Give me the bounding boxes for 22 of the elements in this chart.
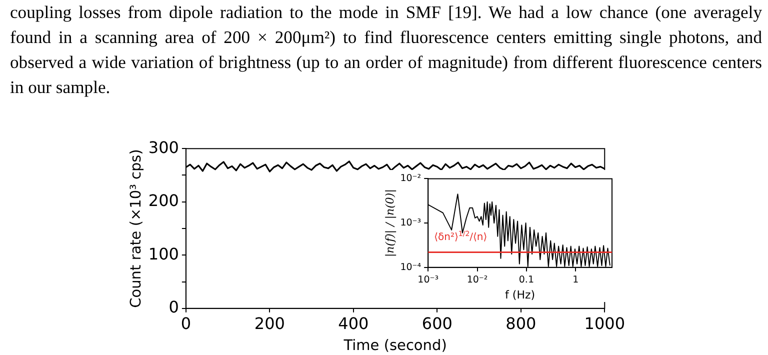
x-tick-label: 0.1 [518, 274, 534, 286]
y-tick-label: 10⁻⁴ [400, 262, 422, 273]
x-axis-title: f (Hz) [505, 288, 536, 302]
y-tick-label: 10⁻³ [400, 218, 422, 229]
x-tick-label: 800 [506, 314, 536, 334]
x-tick-label: 10⁻³ [418, 274, 439, 286]
y-tick-label: 10⁻² [400, 173, 422, 184]
x-axis-title: Time (second) [342, 338, 447, 354]
y-tick-label: 0 [168, 298, 179, 317]
x-tick-label: 1 [572, 274, 579, 286]
y-axis-title: Count rate (×10³ cps) [128, 149, 144, 308]
x-tick-label: 400 [338, 314, 369, 334]
y-tick-label: 200 [148, 191, 179, 210]
y-tick-label: 100 [148, 244, 179, 264]
x-tick-label: 600 [422, 314, 452, 334]
x-tick-label: 1000 [584, 314, 625, 334]
x-tick-label: 0 [180, 314, 192, 334]
x-tick-label: 200 [254, 314, 285, 334]
x-tick-label: 10⁻² [466, 274, 488, 286]
y-tick-label: 300 [148, 138, 179, 157]
y-axis-title: |n(f)| / |n(0)| [383, 189, 396, 258]
text: coupling losses from dipole radiation to the mode in SMF [19]. We had a low chance (one averagely found in a scanning area of 200 × 200μm²) to find fluorescence centers emitting single photons, and observed a wide variation of brightness (up to an order of magnitude) from different fluorescence centers in our sample. [10, 1, 762, 99]
